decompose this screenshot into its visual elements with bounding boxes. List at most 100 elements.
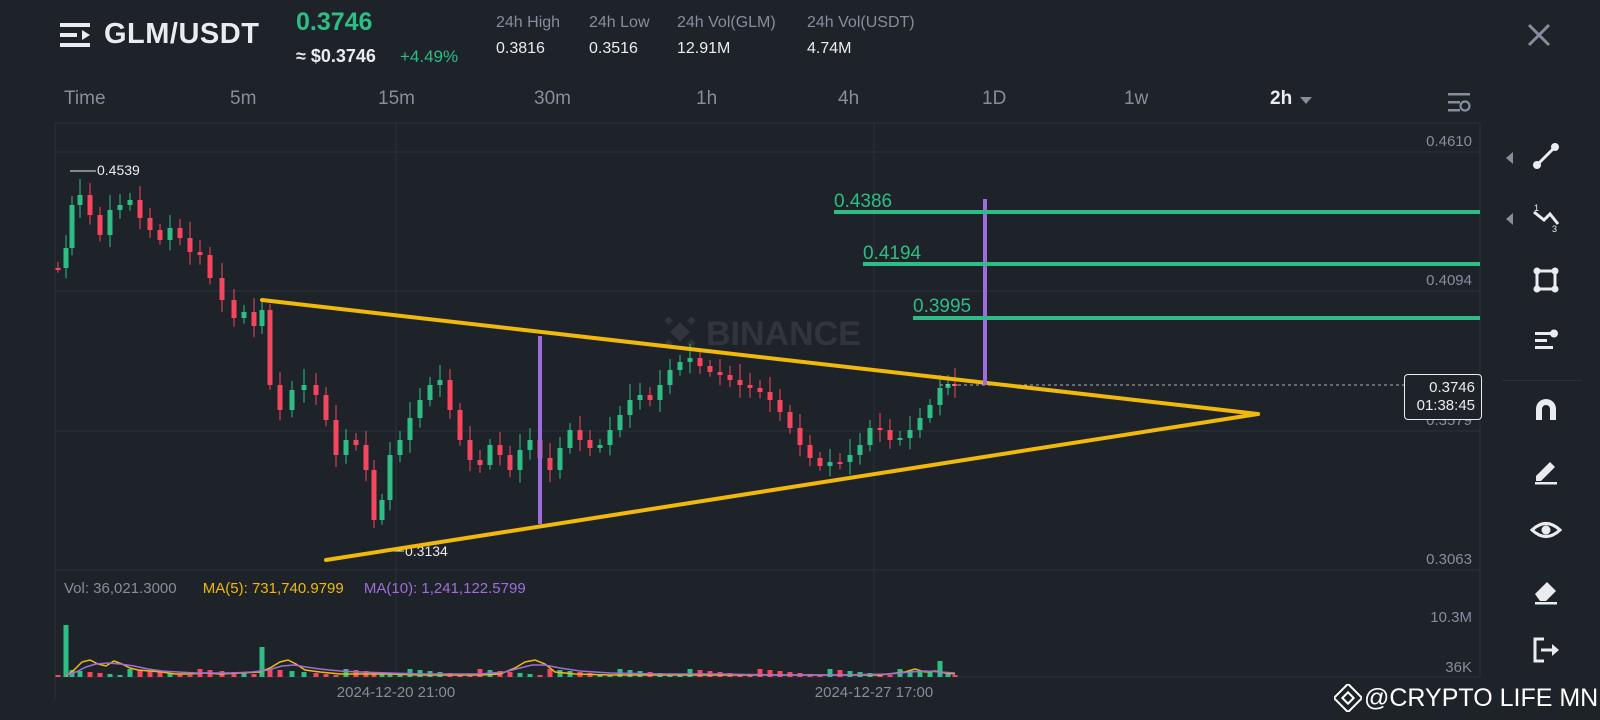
last-price: 0.3746 — [296, 8, 373, 36]
volume-bar — [747, 675, 753, 677]
volume-bar — [167, 673, 173, 677]
price-axis-label: 0.4094 — [1426, 272, 1472, 289]
volume-bar — [55, 675, 61, 677]
candle — [817, 458, 823, 466]
volume-bar — [251, 674, 257, 677]
candle — [477, 460, 483, 465]
volume-bar — [97, 673, 103, 677]
fibonacci-icon[interactable]: 1 3 — [1530, 202, 1562, 234]
candle — [301, 385, 307, 390]
candle — [387, 455, 393, 500]
stat-value-24h-vol-usdt: 4.74M — [807, 40, 852, 57]
chevron-left-icon[interactable] — [1506, 213, 1513, 225]
volume-bar — [187, 675, 193, 677]
candle — [797, 428, 803, 445]
tab-15m[interactable]: 15m — [378, 88, 415, 109]
candle — [737, 380, 743, 385]
volume-bar — [313, 673, 319, 677]
volume-bar — [379, 673, 385, 677]
candle — [207, 255, 213, 278]
volume-bar — [952, 675, 958, 677]
candle — [219, 278, 225, 300]
candle — [69, 205, 75, 248]
volume-bar — [827, 669, 833, 677]
volume-bar — [323, 674, 329, 677]
volume-bar — [301, 672, 307, 677]
triangle-upper-trendline[interactable] — [260, 298, 1260, 416]
volume-bar — [527, 674, 533, 677]
tab-1h[interactable]: 1h — [696, 88, 718, 109]
close-icon[interactable] — [1524, 20, 1554, 50]
candle — [597, 445, 603, 448]
candle — [231, 300, 237, 318]
interval-tabs: Time 5m 15m 30m 1h 4h 1D 1w 2h — [0, 88, 1600, 118]
candle — [417, 400, 423, 418]
volume-bar — [917, 671, 923, 677]
candle — [847, 455, 853, 462]
candle — [697, 358, 703, 366]
candle — [259, 310, 265, 326]
binance-watermark-text: BINANCE — [706, 315, 861, 353]
volume-bar — [137, 670, 143, 677]
pencil-icon[interactable] — [1530, 454, 1562, 486]
candlesticks — [55, 179, 958, 528]
tab-30m[interactable]: 30m — [534, 88, 571, 109]
volume-bar — [241, 673, 247, 677]
volume-bar — [945, 674, 951, 677]
volume-bar — [267, 669, 273, 677]
triangle-lower-trendline[interactable] — [324, 412, 1260, 562]
magnet-icon[interactable] — [1530, 394, 1562, 426]
candle — [397, 440, 403, 455]
stat-label-24h-low: 24h Low — [589, 14, 650, 31]
candle — [547, 458, 553, 470]
candle — [277, 385, 283, 410]
exit-icon[interactable] — [1530, 634, 1562, 666]
tab-time[interactable]: Time — [64, 88, 106, 109]
eye-icon[interactable] — [1530, 514, 1562, 546]
volume-bar — [87, 672, 93, 677]
usd-price: ≈ $0.3746 — [296, 46, 376, 66]
tab-2h[interactable]: 2h — [1270, 88, 1293, 109]
candle — [757, 388, 763, 392]
chevron-left-icon[interactable] — [1506, 152, 1513, 164]
target-levels[interactable]: 0.4386 0.4194 0.3995 — [834, 191, 1480, 320]
volume-bar — [63, 625, 69, 677]
volume-bar — [467, 675, 473, 677]
target-label-3: 0.3995 — [913, 296, 971, 317]
time-axis-label: 2024-12-20 21:00 — [337, 684, 455, 701]
tab-1d[interactable]: 1D — [982, 88, 1007, 109]
tab-4h[interactable]: 4h — [838, 88, 860, 109]
candle — [567, 430, 573, 448]
trend-line-icon[interactable] — [1530, 140, 1562, 172]
candle — [427, 385, 433, 400]
tab-5m[interactable]: 5m — [230, 88, 257, 109]
chart-settings-icon[interactable] — [1446, 90, 1472, 114]
candle — [457, 410, 463, 440]
volume-bar — [517, 673, 523, 677]
parallel-channel-icon[interactable] — [1530, 324, 1562, 356]
candle — [677, 362, 683, 370]
rectangle-icon[interactable] — [1530, 264, 1562, 296]
volume-ma5-value: MA(5): 731,740.9799 — [202, 580, 344, 597]
trading-pair-title[interactable]: GLM/USDT — [104, 18, 260, 50]
candle — [527, 440, 533, 450]
menu-icon[interactable] — [60, 22, 90, 48]
volume-bar — [887, 675, 893, 677]
stat-label-24h-vol-usdt: 24h Vol(USDT) — [807, 14, 915, 31]
candle — [707, 366, 713, 372]
volume-axis-label: 10.3M — [1430, 609, 1472, 626]
candle — [437, 380, 443, 385]
price-axis-label: 0.4610 — [1426, 133, 1472, 150]
candle — [107, 210, 113, 235]
triangle-pattern[interactable] — [260, 298, 1260, 562]
eraser-icon[interactable] — [1530, 574, 1562, 606]
candle — [313, 385, 319, 395]
stat-value-24h-high: 0.3816 — [496, 40, 545, 57]
volume-bar — [847, 671, 853, 677]
tab-1w[interactable]: 1w — [1124, 88, 1149, 109]
time-axis-label: 2024-12-27 17:00 — [815, 684, 933, 701]
chevron-down-icon[interactable] — [1300, 97, 1312, 104]
candle — [507, 455, 513, 470]
current-price-tag: 0.3746 01:38:45 — [1404, 374, 1482, 420]
